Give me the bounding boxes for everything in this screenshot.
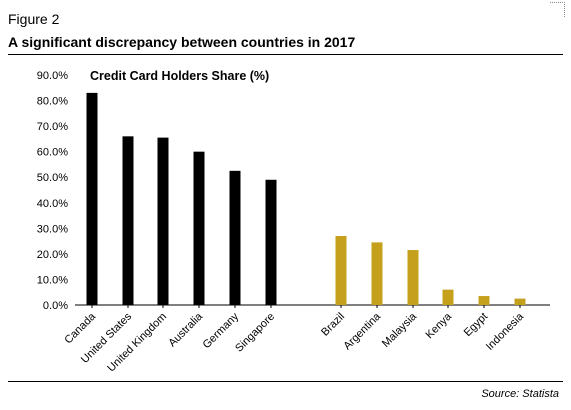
bar-united-states: [122, 136, 134, 305]
bar-argentina: [371, 242, 383, 305]
y-tick-label: 90.0%: [37, 70, 68, 82]
x-tick-label: Kenya: [424, 310, 455, 341]
x-tick-label: Argentina: [341, 310, 383, 352]
bar-australia: [193, 151, 205, 305]
bottom-rule: [8, 381, 563, 382]
bar-chart: 0.0% 10.0% 20.0% 30.0% 40.0% 50.0% 60.0% 70.0% 8…: [37, 69, 550, 374]
bar-series: [86, 92, 526, 308]
bar-canada: [86, 92, 98, 305]
chart-title: Credit Card Holders Share (%): [90, 69, 269, 83]
x-tick-label: Canada: [62, 310, 98, 346]
source-note: Source: Statista: [481, 388, 559, 400]
x-tick-label: Malaysia: [380, 310, 420, 350]
x-tick-label: Egypt: [462, 311, 490, 339]
x-tick-label: Singapore: [233, 311, 277, 355]
bar-malaysia: [407, 250, 419, 305]
x-tick-label: Indonesia: [484, 310, 527, 353]
y-axis: 0.0% 10.0% 20.0% 30.0% 40.0% 50.0% 60.0% 70.0% 8…: [37, 70, 68, 312]
bar-singapore: [265, 179, 277, 305]
bar-united-kingdom: [157, 137, 169, 305]
y-tick-label: 10.0%: [37, 274, 68, 286]
bar-brazil: [335, 236, 347, 305]
y-tick-label: 60.0%: [37, 147, 68, 159]
bar-egypt: [478, 296, 490, 305]
y-tick-label: 50.0%: [37, 172, 68, 184]
bar-germany: [229, 170, 241, 305]
y-tick-label: 0.0%: [43, 300, 68, 312]
chart-headline: A significant discrepancy between countr…: [8, 34, 356, 50]
y-tick-label: 20.0%: [37, 249, 68, 261]
y-tick-label: 80.0%: [37, 96, 68, 108]
y-tick-label: 70.0%: [37, 121, 68, 133]
bar-kenya: [442, 289, 454, 305]
corner-marker: [550, 2, 565, 17]
figure-label: Figure 2: [8, 11, 60, 27]
top-rule: [8, 54, 563, 55]
bar-indonesia: [514, 298, 526, 305]
y-tick-label: 30.0%: [37, 223, 68, 235]
x-tick-label: Australia: [166, 310, 205, 349]
x-tick-label: Brazil: [319, 311, 347, 339]
y-tick-label: 40.0%: [37, 198, 68, 210]
